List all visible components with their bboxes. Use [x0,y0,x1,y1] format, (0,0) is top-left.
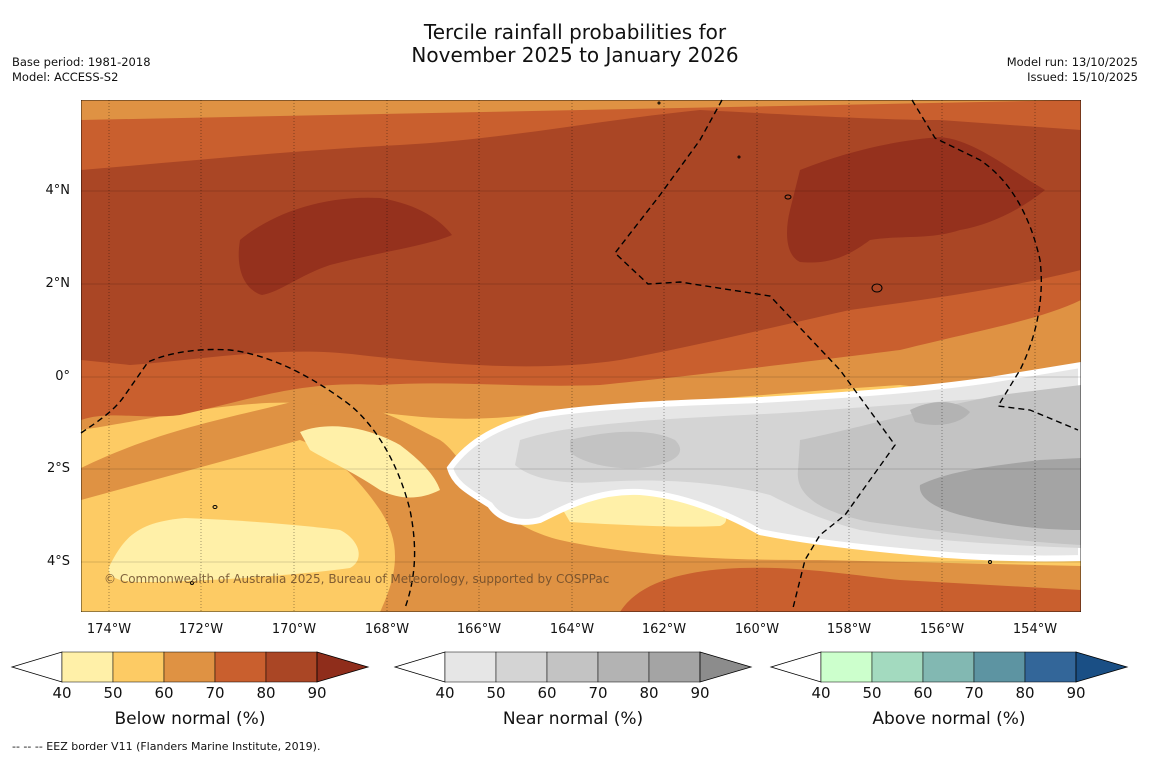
lat-label-4s: 4°S [46,554,70,569]
colorbar-above-tick: 40 [811,684,831,702]
colorbar-below-max-arrow [316,651,370,683]
eez-borders [80,99,1079,609]
colorbar-below-tick: 40 [52,684,72,702]
colorbar-near [393,651,753,683]
colorbar-below [10,651,370,683]
colorbar-below-title: Below normal (%) [114,709,266,729]
lon-label-174w: 174°W [86,622,132,637]
colorbar-near-80-90 [648,651,701,683]
colorbar-below-70-80 [214,651,267,683]
eez-border-west [80,348,416,609]
colorbar-near-tick: 40 [435,684,455,702]
colorbar-above-tick: 90 [1066,684,1086,702]
lon-label-160w: 160°W [734,622,780,637]
lat-label-2s: 2°S [46,461,70,476]
map-title-line1: Tercile rainfall probabilities for [423,20,727,44]
colorbar-above-40-50 [820,651,873,683]
colorbar-near-50-60 [495,651,548,683]
colorbar-near-70-80 [597,651,650,683]
colorbar-near-tick: 90 [690,684,710,702]
lon-label-172w: 172°W [178,622,224,637]
colorbar-below-min-arrow [10,651,63,683]
colorbar-above-tick: 60 [913,684,933,702]
colorbar-above-min-arrow [769,651,822,683]
colorbar-below-80-90 [265,651,318,683]
colorbar-below-40-50 [61,651,114,683]
colorbar-above-70-80 [973,651,1026,683]
band-90-plus-east [787,137,1045,263]
lon-label-166w: 166°W [456,622,502,637]
map-title-line2: November 2025 to January 2026 [411,43,739,67]
island-markers [190,101,992,585]
colorbar-near-min-arrow [393,651,446,683]
colorbar-near-max-arrow [699,651,753,683]
band-40-50-southwest [108,518,359,582]
lat-label-2n: 2°N [45,276,71,291]
colorbar-above-tick: 70 [964,684,984,702]
colorbar-below-tick: 70 [205,684,225,702]
colorbar-near-tick: 60 [537,684,557,702]
colorbar-near-60-70 [546,651,599,683]
probability-map [81,100,1081,612]
colorbar-near-tick: 80 [639,684,659,702]
model-run: Model run: 13/10/2025 [1006,55,1138,69]
colorbar-below-50-60 [112,651,165,683]
lon-label-168w: 168°W [364,622,410,637]
colorbar-above-title: Above normal (%) [872,709,1026,729]
colorbar-near-tick: 50 [486,684,506,702]
colorbar-above-50-60 [871,651,924,683]
issued-date: Issued: 15/10/2025 [1027,70,1138,84]
eez-border-central [614,99,896,609]
lon-label-158w: 158°W [826,622,872,637]
lat-label-0: 0° [55,369,70,384]
colorbar-below-tick: 80 [256,684,276,702]
colorbar-near-tick: 70 [588,684,608,702]
colorbar-below-tick: 90 [307,684,327,702]
lon-label-170w: 170°W [271,622,317,637]
model-name: Model: ACCESS-S2 [12,70,119,84]
near-normal-70-80 [910,402,970,425]
eez-footnote: -- -- -- EEZ border V11 (Flanders Marine… [12,740,321,753]
colorbar-below-60-70 [163,651,216,683]
copyright-notice: © Commonwealth of Australia 2025, Bureau… [104,572,610,586]
lon-label-162w: 162°W [641,622,687,637]
colorbar-below-tick: 60 [154,684,174,702]
meta-left: Base period: 1981-2018 Model: ACCESS-S2 [12,55,151,85]
band-70-80-lower [620,567,1081,612]
colorbar-above-80-90 [1024,651,1077,683]
colorbar-above-tick: 50 [862,684,882,702]
colorbar-below-tick: 50 [103,684,123,702]
colorbar-above-60-70 [922,651,975,683]
near-normal-80-90 [919,458,1081,530]
lon-label-164w: 164°W [549,622,595,637]
map-gridlines [81,100,1081,612]
lat-label-4n: 4°N [45,183,71,198]
colorbar-near-40-50 [444,651,497,683]
band-40-50-near [300,426,440,498]
colorbar-above [769,651,1129,683]
eez-border-east [911,99,1079,431]
lon-label-156w: 156°W [919,622,965,637]
colorbar-above-max-arrow [1075,651,1129,683]
meta-right: Model run: 13/10/2025 Issued: 15/10/2025 [1007,55,1138,85]
colorbar-near-title: Near normal (%) [502,709,644,729]
colorbar-above-tick: 80 [1015,684,1035,702]
near-normal-60-70 [570,431,681,469]
lon-label-154w: 154°W [1012,622,1058,637]
band-90-plus-west [238,197,452,295]
base-period: Base period: 1981-2018 [12,55,151,69]
